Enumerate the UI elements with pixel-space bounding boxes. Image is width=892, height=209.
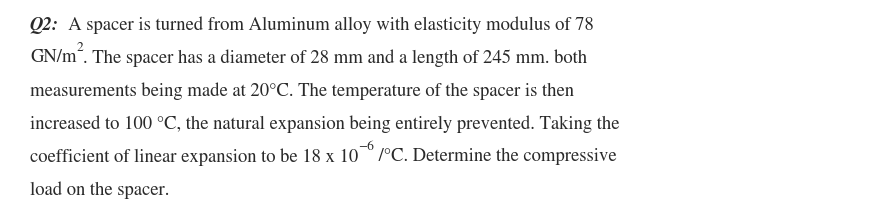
Text: A spacer is turned from Aluminum alloy with elasticity modulus of 78: A spacer is turned from Aluminum alloy w…	[59, 16, 594, 34]
Text: /°C. Determine the compressive: /°C. Determine the compressive	[374, 148, 616, 165]
Text: −6: −6	[359, 141, 374, 153]
Text: load on the spacer.: load on the spacer.	[30, 181, 169, 199]
Text: measurements being made at 20°C. The temperature of the spacer is then: measurements being made at 20°C. The tem…	[30, 82, 574, 100]
Text: . The spacer has a diameter of 28 mm and a length of 245 mm. both: . The spacer has a diameter of 28 mm and…	[83, 49, 587, 67]
Text: increased to 100 °C, the natural expansion being entirely prevented. Taking the: increased to 100 °C, the natural expansi…	[30, 115, 620, 133]
Text: coefficient of linear expansion to be 18 x 10: coefficient of linear expansion to be 18…	[30, 148, 359, 166]
Text: Q2:: Q2:	[30, 16, 59, 34]
Text: GN/m: GN/m	[30, 49, 77, 66]
Text: 2: 2	[77, 42, 83, 54]
